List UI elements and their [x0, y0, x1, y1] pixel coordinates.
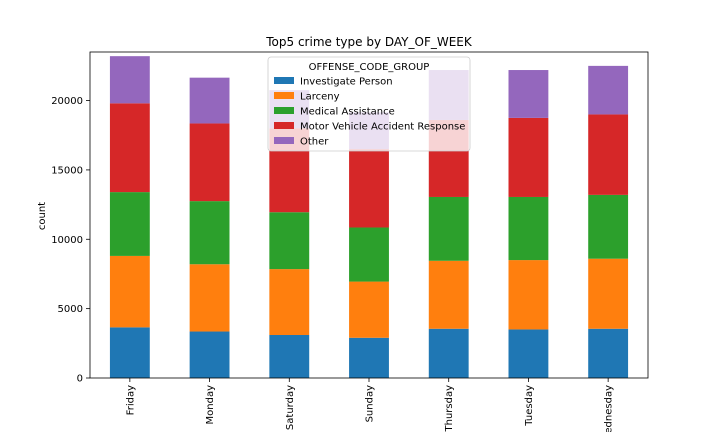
bar-motor-vehicle-accident-response-monday: [189, 123, 230, 202]
bar-medical-assistance-thursday: [428, 196, 469, 261]
x-tick-label: Thursday: [444, 385, 455, 432]
y-tick-label: 0: [77, 374, 83, 385]
y-tick-label: 10000: [51, 235, 83, 246]
legend-entry: Investigate Person: [300, 77, 393, 88]
legend-entry: Medical Assistance: [300, 107, 395, 118]
bar-medical-assistance-sunday: [349, 227, 389, 282]
y-axis-label: count: [37, 202, 48, 230]
bar-larceny-saturday: [269, 269, 310, 335]
bar-larceny-monday: [189, 264, 230, 332]
legend-swatch: [274, 137, 294, 144]
bar-other-monday: [189, 77, 230, 124]
legend-entry: Other: [300, 137, 329, 148]
x-tick-label: Wednesday: [604, 385, 615, 432]
bar-medical-assistance-wednesday: [588, 194, 629, 259]
legend-swatch: [274, 92, 294, 99]
y-tick-label: 15000: [51, 165, 83, 176]
bar-investigate-person-monday: [189, 331, 230, 378]
bar-motor-vehicle-accident-response-friday: [109, 103, 150, 193]
y-tick-label: 5000: [58, 304, 83, 315]
y-tick-label: 20000: [51, 96, 83, 107]
bar-medical-assistance-saturday: [269, 212, 310, 270]
x-tick-label: Sunday: [365, 385, 376, 422]
bar-motor-vehicle-accident-response-wednesday: [588, 114, 629, 195]
bar-motor-vehicle-accident-response-sunday: [349, 149, 389, 228]
bar-larceny-wednesday: [588, 258, 629, 329]
bar-larceny-friday: [109, 255, 150, 328]
bar-larceny-tuesday: [508, 260, 549, 330]
legend-swatch: [274, 77, 294, 84]
axes-frame: [89, 51, 649, 379]
chart-title: Top5 crime type by DAY_OF_WEEK: [265, 35, 473, 49]
legend-swatch: [274, 107, 294, 114]
bar-larceny-thursday: [428, 260, 469, 329]
x-tick-label: Tuesday: [524, 385, 535, 427]
bar-investigate-person-thursday: [428, 328, 469, 378]
legend-entry: Motor Vehicle Accident Response: [300, 122, 465, 133]
bar-investigate-person-saturday: [269, 334, 310, 378]
bar-other-friday: [109, 56, 150, 104]
bar-other-wednesday: [588, 65, 629, 115]
bar-investigate-person-wednesday: [588, 328, 629, 378]
legend-entry: Larceny: [300, 92, 340, 103]
bar-investigate-person-friday: [109, 327, 150, 378]
x-tick-label: Friday: [125, 385, 136, 415]
bar-medical-assistance-friday: [109, 192, 150, 256]
legend-swatch: [274, 122, 294, 129]
bar-medical-assistance-tuesday: [508, 196, 549, 261]
bar-investigate-person-sunday: [349, 337, 389, 378]
bar-larceny-sunday: [349, 281, 389, 338]
x-tick-label: Saturday: [285, 385, 296, 430]
legend: OFFENSE_CODE_GROUP Investigate Person Larc…: [267, 56, 471, 152]
bar-investigate-person-tuesday: [508, 329, 549, 378]
legend-title: OFFENSE_CODE_GROUP: [309, 62, 430, 73]
x-tick-label: Monday: [205, 385, 216, 425]
legend-box: [267, 56, 471, 152]
bar-other-tuesday: [508, 70, 549, 118]
bar-motor-vehicle-accident-response-tuesday: [508, 117, 549, 197]
bar-medical-assistance-monday: [189, 201, 230, 265]
